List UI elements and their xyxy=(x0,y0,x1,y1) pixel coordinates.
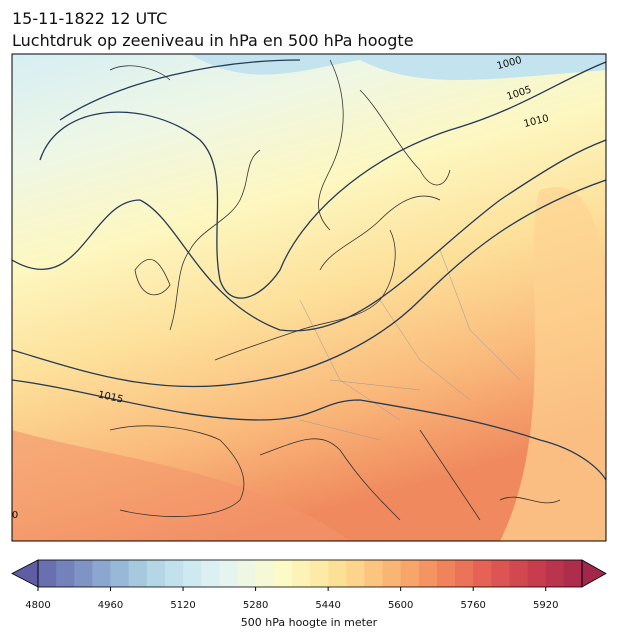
colorbar-tick-label: 5440 xyxy=(315,600,340,611)
colorbar-bin xyxy=(164,560,184,587)
title: 15-11-1822 12 UTC xyxy=(12,9,167,28)
colorbar-bin xyxy=(382,560,402,587)
colorbar-bin xyxy=(563,560,583,587)
contour-label: 1015 xyxy=(97,390,124,406)
colorbar-bin xyxy=(473,560,492,587)
colorbar-bin xyxy=(364,560,384,587)
colorbar-bin xyxy=(328,560,347,587)
map-frame xyxy=(11,53,607,542)
colorbar-tick-label: 4960 xyxy=(98,600,123,611)
colorbar-bin xyxy=(74,560,93,587)
colorbar-tick-label: 5120 xyxy=(170,600,195,611)
colorbar-frame xyxy=(37,559,583,588)
colorbar-label: 500 hPa hoogte in meter xyxy=(241,616,378,629)
colorbar-bin xyxy=(509,560,529,587)
colorbar-bin xyxy=(436,560,456,587)
colorbar-bin xyxy=(400,560,420,587)
colorbar-tick-label: 5920 xyxy=(533,600,558,611)
colorbar-bin xyxy=(219,560,238,587)
colorbar-tick-label: 4800 xyxy=(25,600,50,611)
map xyxy=(12,54,606,541)
colorbar-bin xyxy=(128,560,148,587)
colorbar-bin xyxy=(455,560,474,587)
colorbar-bin xyxy=(201,560,220,587)
colorbar-bin xyxy=(38,560,57,587)
colorbar-bin xyxy=(310,560,329,587)
colorbar-bin xyxy=(346,560,365,587)
colorbar-bin xyxy=(255,560,275,587)
colorbar-under xyxy=(11,559,39,588)
colorbar-bin xyxy=(545,560,565,587)
colorbar-bin xyxy=(56,560,75,587)
colorbar-bin xyxy=(237,560,257,587)
subtitle: Luchtdruk op zeeniveau in hPa en 500 hPa… xyxy=(12,31,414,50)
colorbar-bin xyxy=(291,560,311,587)
colorbar-bin xyxy=(110,560,130,587)
contour-label: 0 xyxy=(12,510,18,521)
colorbar-bin xyxy=(92,560,112,587)
colorbar-tick-label: 5280 xyxy=(243,600,268,611)
colorbar-bin xyxy=(418,560,438,587)
colorbar-bin xyxy=(527,560,547,587)
colorbar-tick-label: 5600 xyxy=(388,600,413,611)
colorbar-tick-label: 5760 xyxy=(460,600,485,611)
colorbar-bin xyxy=(183,560,202,587)
colorbar-over xyxy=(581,559,607,588)
colorbar-bin xyxy=(273,560,293,587)
colorbar-bin xyxy=(491,560,510,587)
colorbar-bin xyxy=(146,560,166,587)
